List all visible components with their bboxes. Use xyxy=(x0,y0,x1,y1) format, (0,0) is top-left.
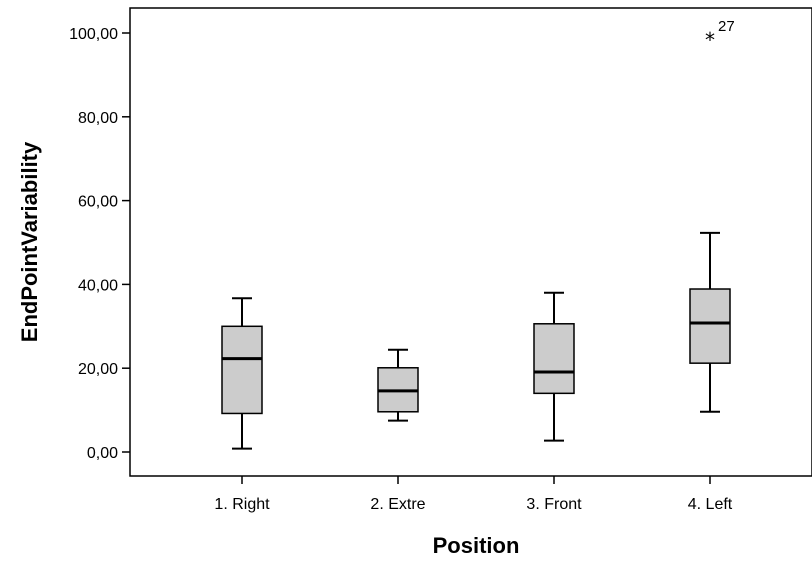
iqr-box xyxy=(689,288,731,364)
outliers: *27 xyxy=(705,18,735,52)
outlier-label: 27 xyxy=(718,18,735,35)
box-2 xyxy=(377,348,419,422)
boxes xyxy=(221,231,731,450)
box-1 xyxy=(221,297,263,450)
y-axis-title: EndPointVariability xyxy=(17,141,42,342)
y-tick-label: 100,00 xyxy=(69,26,118,43)
iqr-box xyxy=(221,325,263,415)
outlier-marker: * xyxy=(705,28,715,52)
y-tick-label: 40,00 xyxy=(78,277,118,294)
iqr-box xyxy=(533,323,575,395)
y-tick-label: 20,00 xyxy=(78,361,118,378)
plot-frame xyxy=(129,7,812,477)
x-axis-title: Position xyxy=(433,533,520,558)
y-axis: 0,00 20,00 40,00 60,00 80,00 100,00 xyxy=(69,26,130,462)
box-3 xyxy=(533,291,575,442)
x-tick-label: 3. Front xyxy=(526,496,582,513)
x-axis: 1. Right 2. Extre 3. Front 4. Left xyxy=(214,476,733,513)
x-tick-label: 2. Extre xyxy=(370,496,425,513)
x-tick-label: 4. Left xyxy=(688,496,733,513)
y-tick-label: 60,00 xyxy=(78,194,118,211)
y-tick-label: 80,00 xyxy=(78,110,118,127)
y-tick-label: 0,00 xyxy=(87,445,118,462)
box-4 xyxy=(689,231,731,413)
x-tick-label: 1. Right xyxy=(214,496,270,513)
